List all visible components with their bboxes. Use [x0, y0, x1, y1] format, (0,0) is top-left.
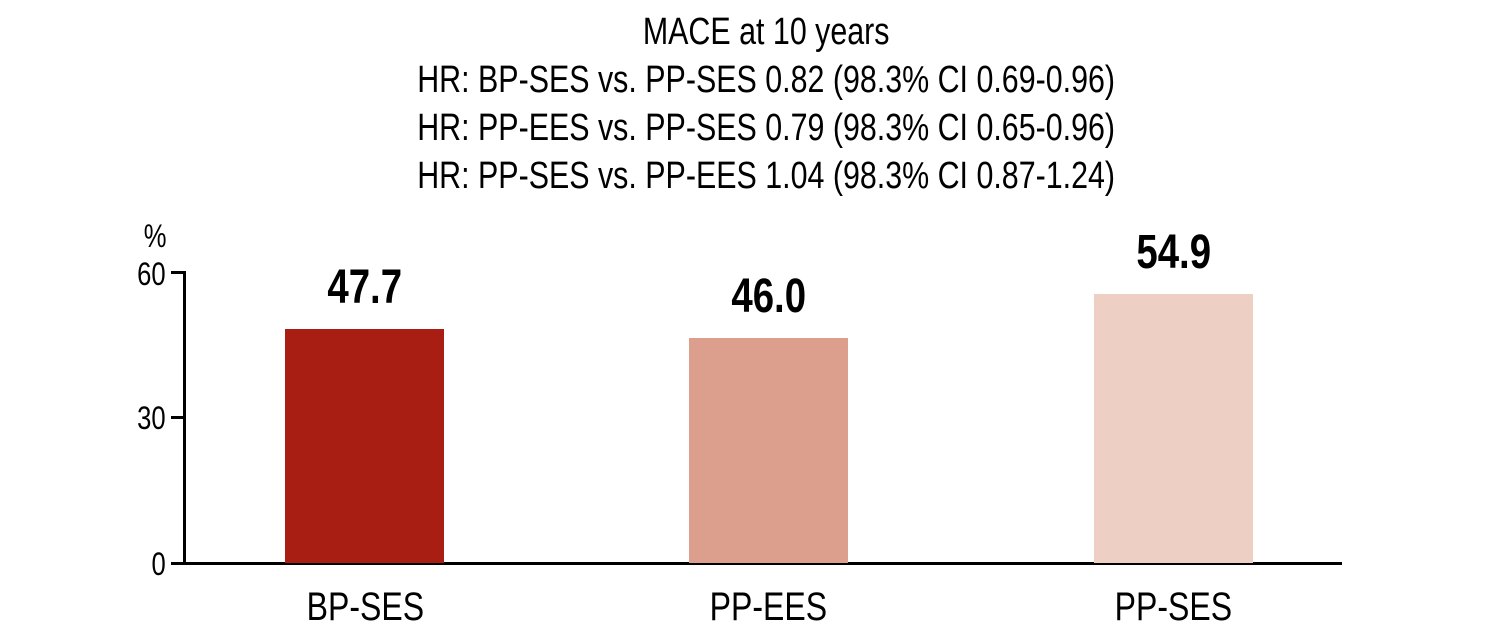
bar-value-label-pp-ses: 54.9	[1136, 226, 1211, 279]
bar-value-label-bp-ses: 47.7	[327, 261, 402, 314]
y-tick-mark-60	[171, 271, 184, 274]
x-axis-label-bp-ses: BP-SES	[306, 585, 424, 629]
y-tick-label-60: 60	[137, 256, 166, 292]
x-axis-label-pp-ses: PP-SES	[1114, 585, 1232, 629]
hr-annotation-3: HR: PP-SES vs. PP-EES 1.04 (98.3% CI 0.8…	[20, 152, 1512, 200]
x-axis-line	[171, 562, 1342, 565]
chart-header: MACE at 10 years HR: BP-SES vs. PP-SES 0…	[20, 8, 1512, 200]
hr-annotation-2-text: HR: PP-EES vs. PP-SES 0.79 (98.3% CI 0.6…	[417, 107, 1115, 149]
bar-group-pp-ses: 54.9	[1094, 229, 1253, 563]
bar-bp-ses	[285, 329, 444, 563]
bar-group-pp-ees: 46.0	[689, 273, 848, 563]
y-axis-line	[183, 271, 186, 565]
hr-annotation-1: HR: BP-SES vs. PP-SES 0.82 (98.3% CI 0.6…	[20, 56, 1512, 104]
chart-title: MACE at 10 years	[20, 8, 1512, 56]
bar-value-label-pp-ees: 46.0	[731, 270, 806, 323]
x-axis-label-pp-ees: PP-EES	[709, 585, 827, 629]
hr-annotation-3-text: HR: PP-SES vs. PP-EES 1.04 (98.3% CI 0.8…	[417, 155, 1115, 197]
y-tick-mark-30	[171, 416, 184, 419]
hr-annotation-2: HR: PP-EES vs. PP-SES 0.79 (98.3% CI 0.6…	[20, 104, 1512, 152]
bar-pp-ses	[1094, 294, 1253, 563]
y-tick-label-0: 0	[151, 546, 166, 582]
bar-group-bp-ses: 47.7	[285, 264, 444, 563]
hr-annotation-1-text: HR: BP-SES vs. PP-SES 0.82 (98.3% CI 0.6…	[417, 59, 1115, 101]
bar-pp-ees	[689, 338, 848, 563]
y-tick-label-30: 30	[137, 400, 166, 436]
y-axis-unit-label: %	[143, 218, 166, 254]
chart-title-text: MACE at 10 years	[642, 11, 890, 53]
